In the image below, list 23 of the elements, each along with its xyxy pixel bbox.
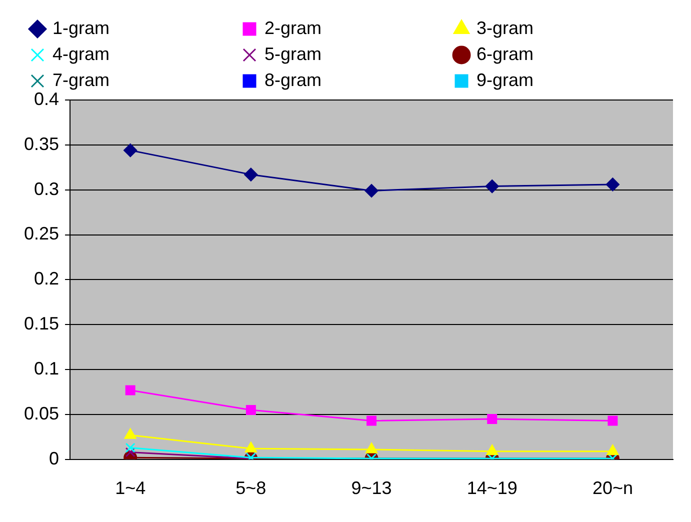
x-tick-label: 20~n	[592, 478, 633, 498]
legend-label: 7-gram	[52, 70, 236, 90]
legend-label: 9-gram	[476, 70, 660, 90]
y-tick-label: 0.4	[34, 88, 60, 109]
legend-label: 2-gram	[264, 18, 448, 38]
y-tick-label: 0.35	[24, 134, 60, 154]
x-tick-label: 5~8	[236, 478, 266, 498]
x-tick-label: 1~4	[115, 478, 146, 498]
legend-label: 4-gram	[52, 44, 236, 64]
legend-label: 3-gram	[476, 18, 660, 38]
y-tick-label: 0.05	[24, 403, 60, 424]
y-tick-label: 0.1	[34, 358, 60, 379]
y-tick-label: 0.3	[34, 178, 60, 199]
legend-label: 1-gram	[52, 18, 236, 38]
y-tick-label: 0	[49, 448, 60, 468]
y-tick-label: 0.15	[24, 314, 60, 334]
y-tick-label: 0.25	[24, 224, 60, 244]
x-tick-label: 9~13	[351, 478, 392, 498]
legend-label: 8-gram	[264, 70, 448, 90]
y-tick-label: 0.2	[34, 268, 60, 289]
x-tick-label: 14~19	[466, 478, 518, 498]
legend-label: 5-gram	[264, 44, 448, 64]
legend-label: 6-gram	[476, 44, 660, 64]
